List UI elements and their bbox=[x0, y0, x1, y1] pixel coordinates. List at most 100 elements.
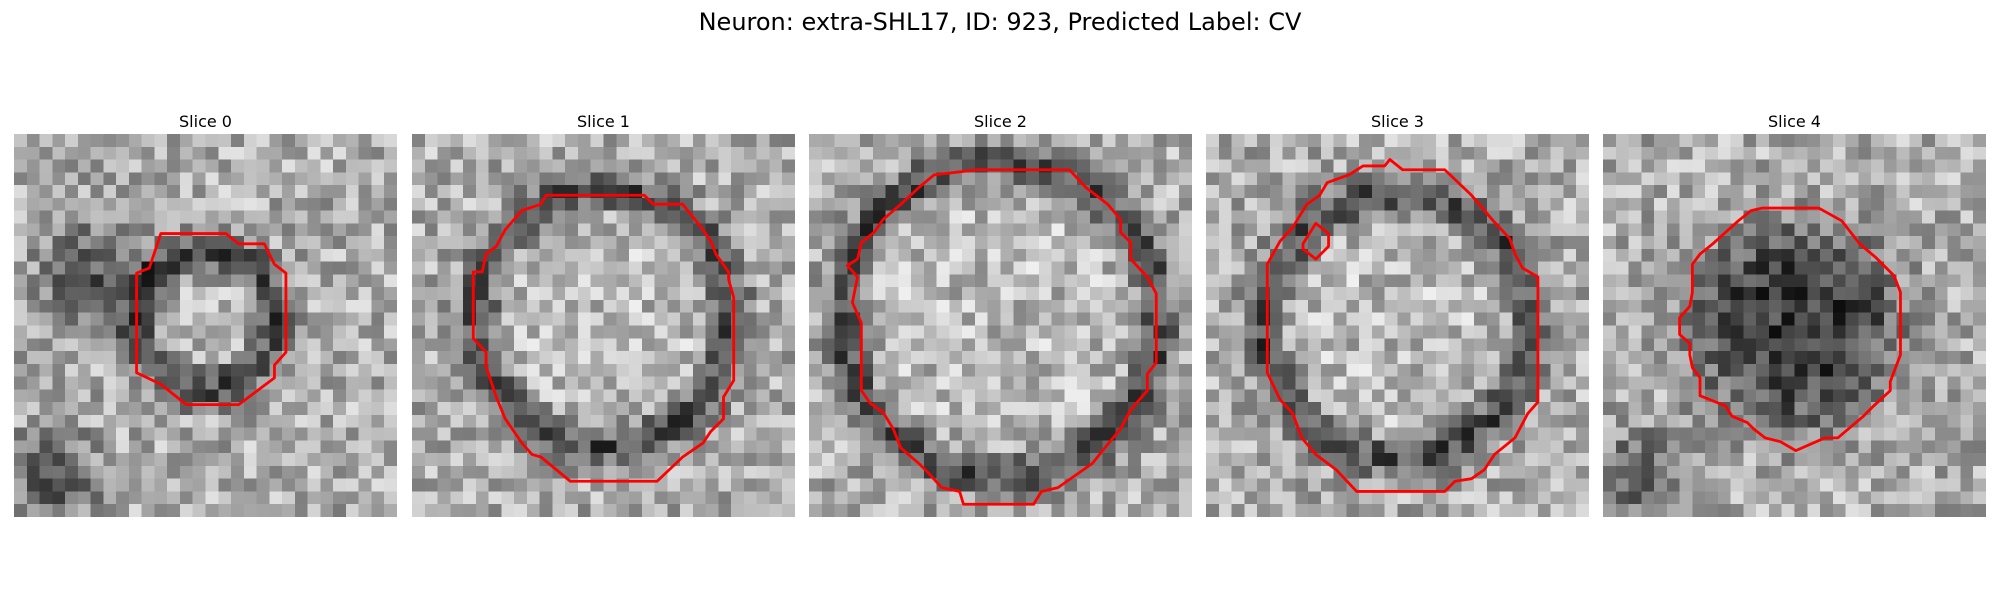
pixel bbox=[1435, 465, 1449, 479]
pixel bbox=[1922, 134, 1936, 148]
pixel bbox=[1960, 440, 1974, 454]
pixel bbox=[1026, 478, 1040, 492]
pixel bbox=[1858, 363, 1872, 377]
pixel bbox=[974, 491, 988, 505]
pixel bbox=[1089, 299, 1103, 313]
pixel bbox=[1308, 134, 1322, 148]
pixel bbox=[552, 223, 566, 237]
pixel bbox=[756, 363, 770, 377]
pixel bbox=[371, 478, 385, 492]
pixel bbox=[616, 338, 630, 352]
pixel bbox=[1550, 236, 1564, 250]
pixel bbox=[1371, 172, 1385, 186]
pixel bbox=[539, 389, 553, 403]
pixel bbox=[1896, 338, 1910, 352]
pixel bbox=[141, 236, 155, 250]
pixel bbox=[1973, 197, 1986, 211]
pixel bbox=[539, 478, 553, 492]
pixel bbox=[1654, 453, 1668, 467]
pixel bbox=[1628, 363, 1642, 377]
pixel bbox=[809, 363, 823, 377]
pixel bbox=[987, 274, 1001, 288]
pixel bbox=[1000, 172, 1014, 186]
pixel bbox=[26, 491, 40, 505]
pixel bbox=[501, 453, 515, 467]
pixel bbox=[128, 465, 142, 479]
pixel bbox=[987, 312, 1001, 326]
pixel bbox=[1705, 414, 1719, 428]
pixel bbox=[1282, 363, 1296, 377]
pixel bbox=[1013, 453, 1027, 467]
pixel bbox=[782, 338, 795, 352]
pixel bbox=[1218, 351, 1232, 365]
pixel bbox=[128, 453, 142, 467]
pixel bbox=[641, 223, 655, 237]
pixel bbox=[52, 402, 66, 416]
pixel bbox=[936, 376, 950, 390]
pixel bbox=[269, 210, 283, 224]
pixel bbox=[936, 440, 950, 454]
pixel bbox=[1641, 210, 1655, 224]
pixel bbox=[90, 351, 104, 365]
pixel bbox=[898, 402, 912, 416]
pixel bbox=[307, 146, 321, 160]
pixel bbox=[1896, 402, 1910, 416]
pixel bbox=[192, 414, 206, 428]
pixel bbox=[1743, 465, 1757, 479]
pixel bbox=[1461, 402, 1475, 416]
pixel bbox=[872, 440, 886, 454]
pixel bbox=[923, 414, 937, 428]
pixel bbox=[1486, 274, 1500, 288]
pixel bbox=[1102, 338, 1116, 352]
pixel bbox=[192, 299, 206, 313]
pixel bbox=[680, 389, 694, 403]
pixel bbox=[294, 440, 308, 454]
pixel bbox=[488, 223, 502, 237]
pixel bbox=[294, 185, 308, 199]
pixel bbox=[1615, 185, 1629, 199]
pixel bbox=[282, 338, 296, 352]
pixel bbox=[1333, 134, 1347, 148]
pixel bbox=[718, 465, 732, 479]
pixel bbox=[1883, 248, 1897, 262]
pixel bbox=[1512, 402, 1526, 416]
pixel bbox=[1603, 325, 1617, 339]
pixel bbox=[269, 478, 283, 492]
pixel bbox=[1423, 325, 1437, 339]
slice-title: Slice 2 bbox=[974, 112, 1027, 131]
pixel bbox=[1359, 134, 1373, 148]
pixel bbox=[1499, 197, 1513, 211]
pixel bbox=[1973, 261, 1986, 275]
pixel bbox=[1026, 287, 1040, 301]
pixel bbox=[231, 465, 245, 479]
pixel bbox=[1832, 274, 1846, 288]
pixel bbox=[898, 159, 912, 173]
pixel bbox=[565, 504, 579, 517]
pixel bbox=[345, 261, 359, 275]
pixel bbox=[821, 172, 835, 186]
pixel bbox=[705, 325, 719, 339]
pixel bbox=[463, 223, 477, 237]
pixel bbox=[26, 363, 40, 377]
pixel bbox=[1794, 376, 1808, 390]
pixel bbox=[1435, 261, 1449, 275]
pixel bbox=[692, 172, 706, 186]
pixel bbox=[269, 146, 283, 160]
pixel bbox=[847, 351, 861, 365]
pixel bbox=[1550, 440, 1564, 454]
pixel bbox=[1474, 223, 1488, 237]
pixel bbox=[437, 465, 451, 479]
pixel bbox=[1743, 248, 1757, 262]
pixel bbox=[809, 440, 823, 454]
pixel bbox=[769, 338, 783, 352]
pixel bbox=[1794, 427, 1808, 441]
pixel bbox=[1960, 414, 1974, 428]
pixel bbox=[1922, 248, 1936, 262]
pixel bbox=[577, 261, 591, 275]
pixel bbox=[1807, 478, 1821, 492]
pixel bbox=[1499, 248, 1513, 262]
pixel bbox=[103, 338, 117, 352]
pixel bbox=[463, 376, 477, 390]
pixel bbox=[1026, 504, 1040, 517]
pixel bbox=[667, 312, 681, 326]
